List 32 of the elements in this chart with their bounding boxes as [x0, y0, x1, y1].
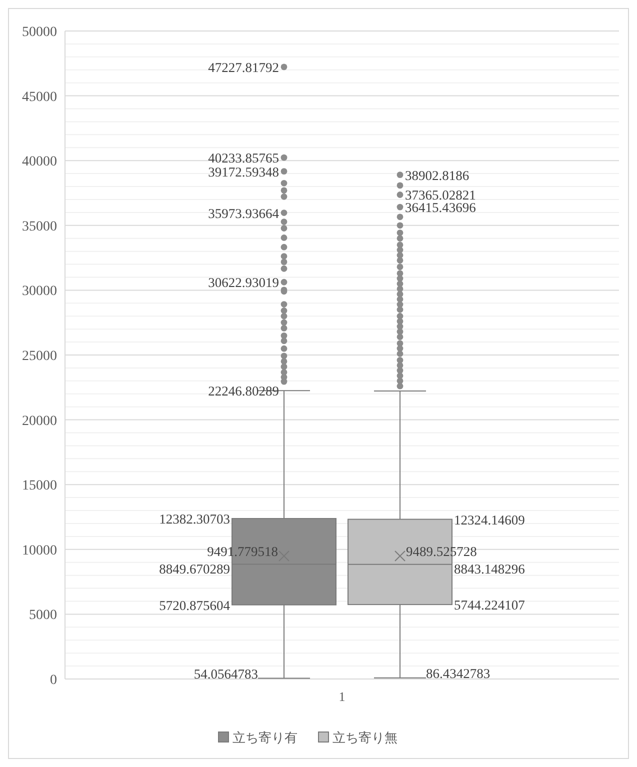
annotation: 54.0564783: [194, 666, 258, 682]
y-tick-label: 5000: [29, 608, 57, 624]
y-tick-label: 20000: [22, 414, 57, 429]
y-tick-label: 25000: [22, 349, 57, 364]
y-tick-label: 15000: [22, 478, 57, 494]
annotation: 22246.80289: [208, 384, 280, 399]
annotation: 39172.59348: [208, 164, 280, 180]
y-tick-label: 35000: [22, 219, 57, 234]
y-tick-label: 40000: [22, 154, 57, 170]
annotation: 35973.93664: [208, 206, 280, 221]
annotation: 37365.02821: [405, 188, 476, 203]
legend-label: 立ち寄り有: [232, 730, 298, 745]
annotation: 30622.93019: [208, 275, 280, 290]
y-tick-label: 0: [50, 673, 57, 688]
y-tick-label: 50000: [22, 25, 57, 40]
annotation: 12382.30703: [159, 512, 230, 527]
annotation: 8849.670289: [159, 561, 230, 576]
annotation: 36415.43696: [405, 200, 476, 216]
annotation: 47227.81792: [208, 60, 279, 75]
annotation: 9489.525728: [406, 544, 478, 560]
legend-label: 立ち寄り無: [332, 730, 398, 745]
y-tick-label: 30000: [22, 284, 57, 300]
annotation: 38902.8186: [405, 168, 470, 183]
x-tick-label: 1: [338, 689, 346, 704]
y-tick-label: 45000: [22, 90, 57, 105]
annotation: 8843.148296: [454, 561, 526, 576]
annotation: 5720.875604: [159, 598, 230, 613]
annotation: 5744.224107: [454, 598, 526, 613]
y-tick-label: 10000: [22, 543, 57, 558]
annotation: 40233.85765: [208, 150, 280, 166]
annotation: 12324.14609: [454, 512, 526, 528]
annotation: 86.4342783: [426, 666, 490, 681]
